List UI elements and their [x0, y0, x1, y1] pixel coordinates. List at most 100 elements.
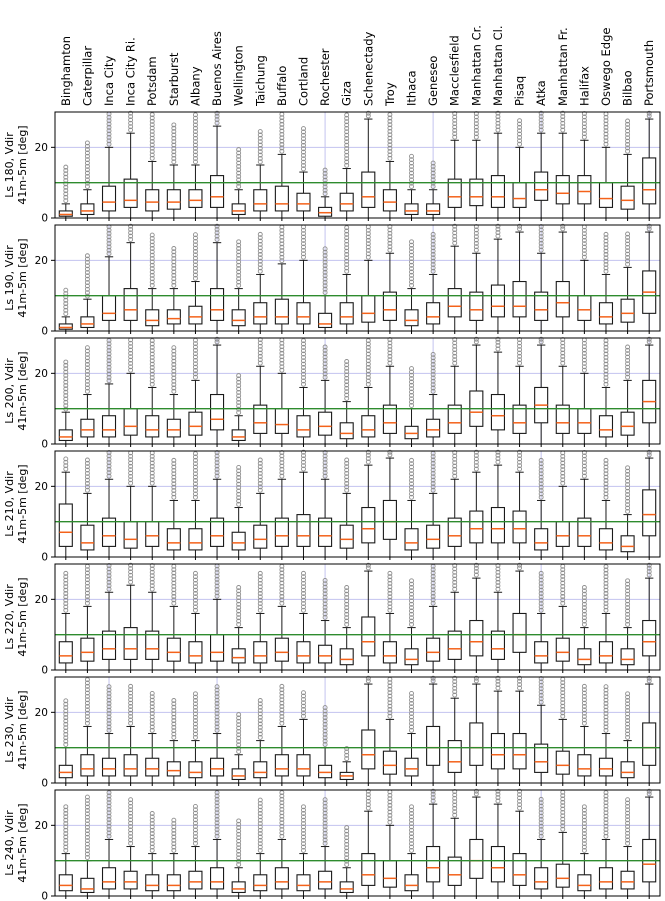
outliers [301, 690, 306, 719]
box-atka [534, 336, 549, 447]
iqr-box [58, 503, 73, 547]
ytick-label: 20 [35, 481, 48, 493]
iqr-box [620, 648, 635, 666]
iqr-box [404, 203, 419, 216]
ytick-label: 0 [41, 213, 48, 225]
outliers [84, 140, 90, 190]
box-bilbao [620, 118, 635, 221]
iqr-box [469, 838, 484, 879]
ytick-label: 20 [35, 594, 48, 606]
iqr-box [404, 648, 419, 666]
outliers [495, 223, 501, 239]
iqr-box [188, 641, 203, 664]
outliers [517, 675, 523, 691]
box-halifax [577, 337, 592, 447]
outliers [214, 223, 220, 242]
y-axis-label-line2: 41m-5m [deg] [16, 690, 29, 769]
outliers [430, 160, 436, 190]
box-geneseo [426, 450, 441, 560]
box-buenos-aires [210, 110, 225, 221]
outliers [538, 336, 544, 345]
box-ithaca [404, 239, 419, 334]
ytick-label: 0 [41, 439, 48, 451]
box-buenos-aires [210, 684, 225, 786]
box-geneseo [426, 788, 441, 899]
outliers [430, 788, 436, 804]
category-label: Wellington [232, 45, 246, 106]
box-starburst [166, 122, 181, 221]
outliers [192, 570, 198, 613]
outliers [365, 449, 371, 465]
outliers [473, 788, 479, 797]
iqr-box [188, 761, 203, 779]
box-binghamton [58, 456, 73, 560]
box-buenos-aires [210, 223, 225, 334]
iqr-box [382, 499, 397, 540]
outliers [581, 683, 587, 726]
category-label: Manhattan Cl. [491, 26, 505, 106]
iqr-box [253, 641, 268, 664]
iqr-box [80, 203, 95, 216]
panel-frame [54, 676, 661, 784]
iqr-box [231, 768, 246, 781]
iqr-box [296, 192, 311, 212]
iqr-box [274, 867, 289, 890]
iqr-box [447, 404, 462, 434]
iqr-box [58, 764, 73, 779]
outliers [63, 456, 69, 472]
outliers [106, 224, 112, 257]
outliers [106, 450, 112, 479]
iqr-box [426, 302, 441, 325]
outliers [214, 336, 220, 345]
iqr-box [555, 175, 570, 205]
category-label: Buenos Aires [210, 31, 224, 106]
panel-ls-210-vdir: 0 20 Ls 210, Vdir 41m-5m [deg] [3, 449, 661, 564]
iqr-box [231, 203, 246, 216]
outliers [344, 359, 350, 401]
outliers [149, 690, 155, 733]
category-label: Manhattan Cr. [469, 25, 483, 106]
outliers [365, 562, 371, 571]
iqr-box [58, 210, 73, 217]
iqr-box [166, 761, 181, 777]
x-axis-labels: Binghamton Caterpillar Inca City Inca City … [59, 25, 656, 107]
outliers [452, 789, 458, 818]
box-manhattan-cl- [490, 110, 505, 221]
outliers [409, 578, 414, 627]
iqr-box [253, 404, 268, 434]
category-label: Pisaq [513, 76, 527, 106]
outliers [409, 804, 414, 853]
iqr-box [490, 393, 505, 431]
panel-ls-220-vdir: 0 20 Ls 220, Vdir 41m-5m [deg] [3, 562, 661, 677]
outliers [517, 223, 523, 232]
iqr-box [123, 521, 138, 549]
box-starburst [166, 698, 181, 786]
outliers [322, 246, 328, 295]
iqr-box [80, 637, 95, 662]
panel-frame [54, 224, 661, 332]
box-manhattan-fr- [555, 676, 570, 786]
outliers [279, 683, 285, 726]
outliers [257, 129, 263, 165]
ytick-label: 0 [41, 552, 48, 564]
iqr-box [58, 323, 73, 330]
outliers [214, 450, 220, 479]
box-albany [188, 112, 203, 221]
outliers [452, 337, 458, 366]
outliers [301, 224, 306, 260]
box-taichung [253, 698, 268, 786]
iqr-box [210, 867, 225, 890]
outliers [344, 457, 350, 493]
outliers [192, 691, 198, 740]
iqr-box [296, 641, 311, 664]
iqr-box [101, 415, 117, 438]
panel-ls-240-vdir: 0 20 Ls 240, Vdir 41m-5m [deg] [3, 788, 661, 901]
outliers [63, 570, 69, 613]
outliers [301, 570, 306, 613]
box-macclesfield [447, 675, 462, 786]
box-manhattan-cr- [469, 224, 484, 334]
box-cortland [296, 338, 311, 447]
ytick-label: 20 [35, 142, 48, 154]
outliers [344, 112, 350, 168]
outliers [409, 239, 414, 288]
